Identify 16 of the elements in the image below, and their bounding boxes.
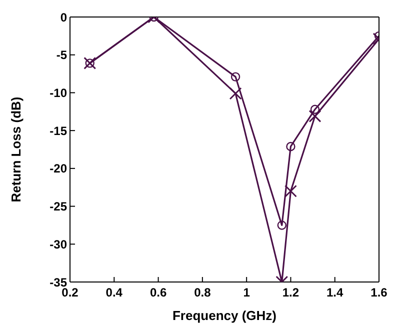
x-axis-title: Frequency (GHz)	[172, 308, 277, 323]
y-tick-label: -20	[50, 162, 68, 176]
y-tick-label: -30	[50, 237, 68, 252]
y-tick-label: 0	[60, 10, 68, 24]
y-tick-label: -10	[50, 86, 68, 100]
x-tick-label: 1.4	[326, 286, 344, 300]
x-tick-label: 0.6	[150, 286, 167, 300]
x-tick-label: 1.6	[370, 286, 388, 300]
y-tick-label: -5	[56, 48, 68, 62]
x-tick-label: 0.8	[194, 286, 212, 300]
x-tick-label: 1.2	[282, 286, 300, 300]
y-tick-label: -25	[50, 200, 68, 214]
y-axis-title: Return Loss (dB)	[8, 96, 24, 202]
x-tick-label: 0.4	[106, 286, 123, 300]
x-tick-label: 1	[243, 286, 250, 300]
y-tick-label: -15	[50, 124, 68, 138]
